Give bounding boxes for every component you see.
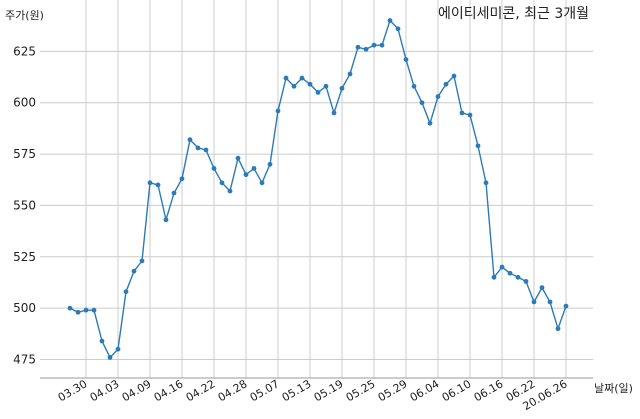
- data-point: [195, 145, 201, 151]
- data-point: [107, 355, 113, 360]
- data-point: [331, 110, 337, 116]
- data-point: [555, 326, 561, 332]
- y-tick-label: 600: [13, 96, 36, 110]
- data-point: [539, 285, 545, 291]
- data-point: [435, 94, 441, 99]
- data-point: [507, 270, 513, 276]
- data-point: [347, 71, 353, 77]
- data-point: [251, 166, 257, 171]
- data-point: [427, 120, 433, 126]
- data-point: [163, 217, 169, 223]
- data-point: [547, 299, 553, 305]
- data-point: [259, 180, 265, 186]
- data-point: [411, 83, 417, 89]
- data-point: [219, 180, 225, 186]
- data-points: [67, 18, 569, 360]
- data-point: [75, 309, 81, 315]
- data-point: [227, 188, 233, 194]
- y-tick-label: 575: [13, 147, 36, 161]
- x-tick-labels: 03.3004.0304.0904.1604.2204.2805.0705.13…: [56, 377, 570, 413]
- data-point: [475, 143, 481, 149]
- data-point: [363, 46, 369, 52]
- x-tick-label: 03.30: [56, 377, 90, 404]
- data-point: [483, 180, 489, 186]
- data-point: [243, 172, 249, 178]
- data-point: [299, 75, 305, 81]
- data-point: [419, 100, 425, 106]
- data-point: [179, 176, 185, 182]
- x-tick-label: 05.07: [248, 377, 282, 404]
- x-tick-label: 06.10: [440, 377, 474, 404]
- x-tick-label: 05.25: [344, 377, 378, 404]
- x-tick-label: 04.28: [216, 377, 250, 404]
- series-line-path: [69, 19, 567, 359]
- x-tick-label: 06.16: [472, 377, 506, 404]
- series-line: [69, 19, 567, 359]
- data-point: [499, 264, 505, 270]
- y-tick-label: 500: [13, 301, 36, 315]
- data-point: [283, 75, 289, 81]
- x-tick-label: 05.19: [312, 377, 346, 404]
- data-point: [531, 299, 537, 305]
- x-tick-label: 04.22: [184, 377, 218, 404]
- y-tick-labels: 475 500 525 550 575 600 625: [13, 44, 36, 366]
- data-point: [115, 346, 121, 352]
- y-tick-label: 550: [13, 198, 36, 212]
- data-point: [339, 85, 345, 91]
- data-point: [371, 42, 377, 48]
- data-point: [523, 279, 529, 284]
- data-point: [99, 338, 105, 344]
- data-point: [355, 44, 361, 50]
- data-point: [395, 26, 401, 32]
- data-point: [491, 274, 497, 280]
- x-tick-label: 04.16: [152, 377, 186, 404]
- data-point: [211, 166, 217, 171]
- data-point: [275, 108, 281, 114]
- x-axis-label: 날짜(일): [594, 381, 633, 395]
- data-point: [235, 155, 241, 161]
- data-point: [147, 180, 153, 186]
- data-point: [403, 57, 409, 62]
- x-tick-label: 06.04: [408, 377, 442, 404]
- x-tick-label: 05.29: [376, 377, 410, 404]
- data-point: [387, 18, 393, 23]
- data-point: [131, 268, 137, 274]
- data-point: [379, 42, 385, 48]
- data-point: [83, 307, 89, 313]
- y-tick-label: 625: [13, 44, 36, 58]
- data-point: [171, 190, 177, 196]
- data-point: [467, 112, 473, 118]
- data-point: [563, 303, 569, 309]
- data-point: [203, 147, 209, 153]
- data-point: [451, 73, 457, 79]
- data-point: [67, 305, 73, 311]
- y-axis-label: 주가(원): [5, 9, 44, 22]
- data-point: [307, 81, 313, 87]
- data-point: [155, 182, 161, 188]
- data-point: [267, 161, 273, 167]
- data-point: [123, 289, 129, 295]
- x-tick-label: 05.13: [280, 377, 314, 404]
- data-point: [515, 274, 521, 280]
- data-point: [459, 110, 465, 116]
- data-point: [315, 90, 321, 95]
- y-tick-label: 525: [13, 250, 36, 264]
- data-point: [291, 83, 297, 89]
- x-tick-label: 04.03: [88, 377, 122, 404]
- y-tick-label: 475: [13, 353, 36, 367]
- chart-title: 에이티세미콘, 최근 3개월: [438, 6, 589, 22]
- data-point: [91, 307, 97, 313]
- data-point: [139, 258, 145, 264]
- data-point: [443, 81, 449, 87]
- grid-lines: [40, 0, 593, 378]
- data-point: [187, 137, 193, 143]
- x-tick-label: 04.09: [120, 377, 154, 404]
- data-point: [323, 83, 329, 89]
